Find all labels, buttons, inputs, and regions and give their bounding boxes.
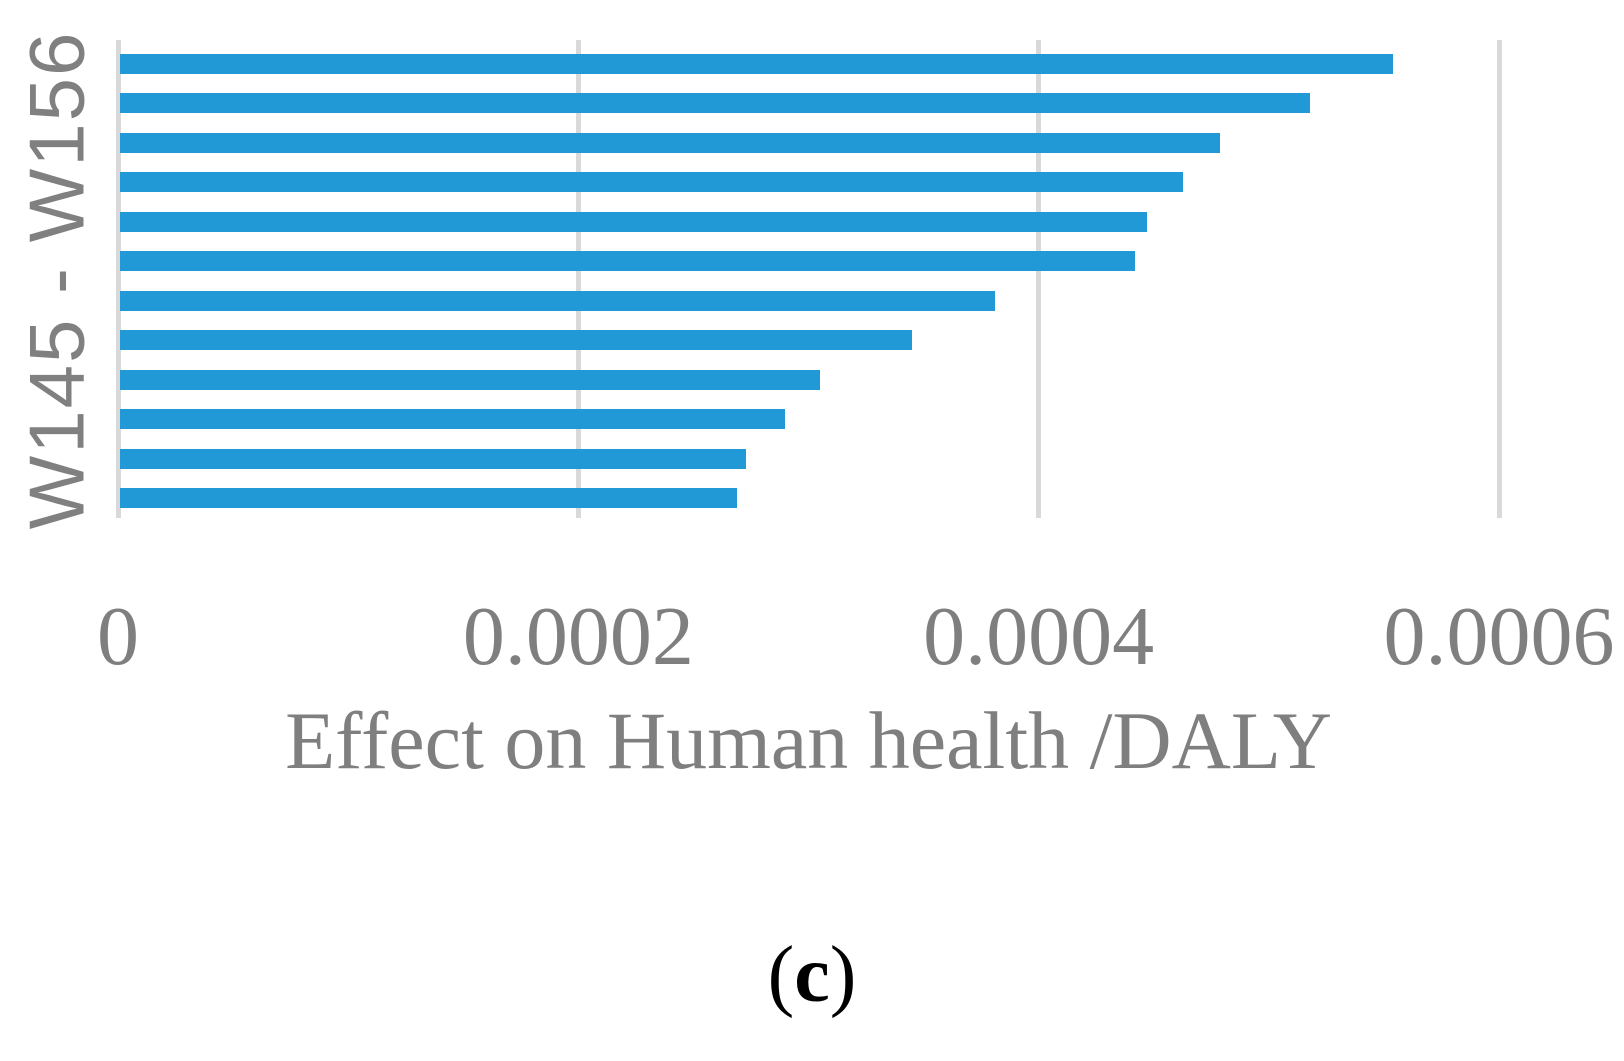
bar <box>120 132 1221 153</box>
x-tick-label: 0 <box>97 590 139 683</box>
bar <box>120 488 737 509</box>
y-axis-label: W145 - W156 <box>12 30 101 530</box>
bar <box>120 93 1310 114</box>
x-tick-label: 0.0006 <box>1383 590 1615 683</box>
gridline <box>1036 40 1042 518</box>
y-axis-line <box>115 40 121 518</box>
bar <box>120 369 820 390</box>
x-axis-title: Effect on Human health /DALY <box>285 695 1332 786</box>
caption-open-paren: ( <box>767 931 795 1019</box>
caption-close-paren: ) <box>829 931 857 1019</box>
bar <box>120 448 747 469</box>
bar <box>120 251 1136 272</box>
subfigure-caption: (c) <box>0 930 1624 1021</box>
x-tick-label: 0.0004 <box>923 590 1155 683</box>
bar <box>120 290 995 311</box>
gridline <box>1496 40 1502 518</box>
x-tick-label: 0.0002 <box>462 590 694 683</box>
bar <box>120 211 1147 232</box>
gridline <box>575 40 581 518</box>
caption-letter: c <box>794 931 830 1019</box>
bar <box>120 53 1393 74</box>
bar <box>120 409 786 430</box>
bar <box>120 330 912 351</box>
bar <box>120 172 1184 193</box>
